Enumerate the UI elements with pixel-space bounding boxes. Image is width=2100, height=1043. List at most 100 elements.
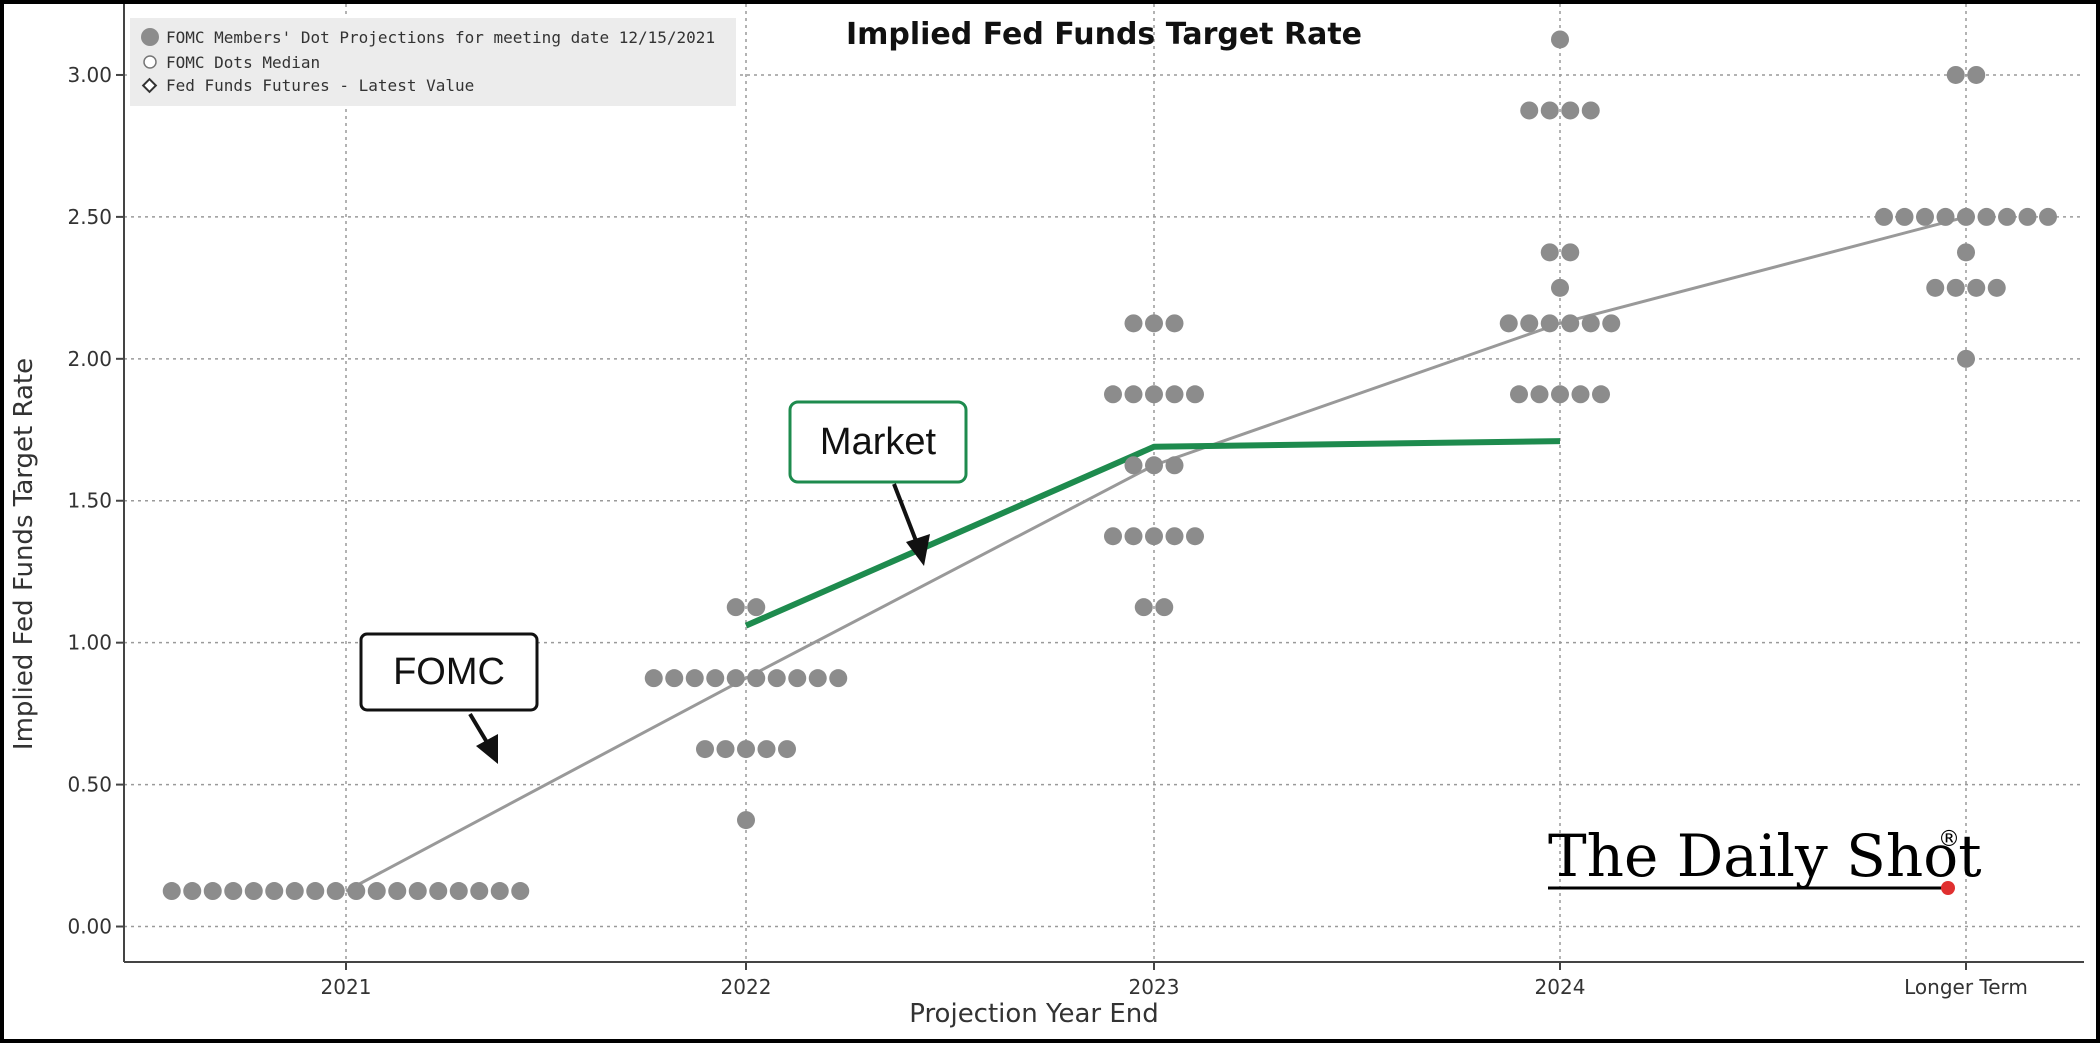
brand-registered-mark: ®: [1938, 827, 1960, 852]
x-tick-label: 2022: [721, 975, 772, 999]
projection-dot: [1124, 385, 1143, 404]
projection-dot: [470, 882, 489, 901]
projection-dot: [1561, 314, 1580, 333]
projection-dot: [1155, 598, 1174, 617]
projection-dot: [511, 882, 530, 901]
projection-dot: [183, 882, 202, 901]
y-axis-label: Implied Fed Funds Target Rate: [9, 358, 39, 750]
projection-dot: [265, 882, 284, 901]
projection-dot: [1581, 101, 1600, 120]
projection-dot: [1998, 207, 2016, 226]
projection-dot: [1926, 278, 1945, 297]
projection-dot: [1104, 385, 1122, 404]
projection-dot: [1936, 207, 1955, 226]
projection-dot: [388, 882, 407, 901]
legend-background: [130, 18, 736, 106]
projection-dot: [757, 740, 776, 759]
projection-dot: [1916, 207, 1934, 226]
projection-dot: [326, 882, 345, 901]
y-tick-label: 0.00: [67, 915, 112, 939]
y-tick-label: 2.00: [67, 347, 112, 371]
x-tick-label: Longer Term: [1904, 975, 2028, 999]
projection-dot: [1571, 385, 1590, 404]
projection-dot: [706, 669, 725, 688]
projection-dot: [1104, 527, 1122, 546]
y-tick-label: 1.50: [67, 489, 112, 513]
projection-dot: [1520, 101, 1539, 120]
projection-dot: [347, 882, 366, 901]
projection-dot: [1967, 278, 1986, 297]
projection-dot: [1957, 243, 1975, 262]
projection-dot: [726, 598, 745, 617]
market-callout: Market: [788, 400, 968, 566]
brand-red-dot-icon: [1941, 881, 1955, 895]
projection-dot: [490, 882, 509, 901]
projection-dot: [1895, 207, 1914, 226]
projection-dot: [2018, 207, 2037, 226]
legend-entry: Fed Funds Futures - Latest Value: [166, 76, 474, 95]
chart-title: Implied Fed Funds Target Rate: [846, 17, 1362, 52]
projection-dot: [1581, 314, 1600, 333]
projection-dot: [1592, 385, 1610, 404]
projection-dot: [1134, 598, 1153, 617]
y-tick-label: 3.00: [67, 63, 112, 87]
projection-dot: [1145, 385, 1163, 404]
projection-dot: [1186, 527, 1204, 546]
legend-hollow-circle-icon: [143, 55, 157, 69]
projection-dot: [716, 740, 735, 759]
brand-logo-text: The Daily Shot: [1548, 822, 1982, 890]
projection-dot: [367, 882, 386, 901]
projection-dot: [1124, 527, 1143, 546]
projection-dot: [737, 740, 755, 759]
projection-dot: [808, 669, 827, 688]
x-tick-label: 2023: [1129, 975, 1180, 999]
legend: FOMC Members' Dot Projections for meetin…: [130, 18, 736, 106]
legend-diamond-icon: [141, 77, 158, 94]
projection-dot: [244, 882, 263, 901]
fomc-callout-label: FOMC: [393, 651, 505, 693]
projection-dot: [1540, 243, 1559, 262]
projection-dot: [408, 882, 427, 901]
projection-dot: [1977, 207, 1996, 226]
projection-dot: [2039, 207, 2057, 226]
projection-dot: [1145, 527, 1163, 546]
projection-dot: [778, 740, 796, 759]
market-arrow-shaft: [892, 483, 920, 547]
projection-dot: [162, 882, 181, 901]
projection-dot: [1551, 30, 1569, 49]
market-arrow-head-icon: [906, 534, 930, 566]
projection-dot: [644, 669, 663, 688]
fomc-callout: FOMC: [359, 632, 539, 764]
projection-dot: [1124, 456, 1143, 475]
x-axis-label: Projection Year End: [909, 999, 1159, 1029]
projection-dot: [1957, 349, 1975, 368]
projection-dot: [1987, 278, 2006, 297]
market-callout-box: [788, 400, 968, 484]
projection-dot: [685, 669, 704, 688]
y-tick-label: 0.50: [67, 773, 112, 797]
x-tick-label: 2024: [1535, 975, 1586, 999]
projection-dot: [737, 811, 755, 830]
projection-dot: [1967, 65, 1986, 84]
projection-dot: [1530, 385, 1549, 404]
projection-dot: [726, 669, 745, 688]
projection-dot: [747, 669, 766, 688]
projection-dot: [306, 882, 325, 901]
projection-dot: [224, 882, 243, 901]
projection-dot: [1165, 385, 1184, 404]
projection-dot: [1946, 278, 1965, 297]
projection-dot: [1602, 314, 1621, 333]
fomc-arrow-head-icon: [476, 734, 498, 764]
projection-dot: [1510, 385, 1528, 404]
projection-dot: [788, 669, 807, 688]
projection-dot: [1520, 314, 1539, 333]
x-tick-label: 2021: [321, 975, 372, 999]
projection-dot: [1186, 385, 1204, 404]
projection-dot: [1124, 314, 1143, 333]
projection-dot: [1561, 101, 1580, 120]
projection-dot: [1540, 101, 1559, 120]
chart-frame: 0.00 0.50 1.00 1.50 2.00 2.50 3.00 2021 2022 202…: [4, 4, 2096, 1039]
chart: 0.000.501.001.502.002.503.00 2021 2022 202…: [9, 4, 2084, 1029]
projection-dot: [747, 598, 766, 617]
market-callout-label: Market: [820, 421, 937, 463]
